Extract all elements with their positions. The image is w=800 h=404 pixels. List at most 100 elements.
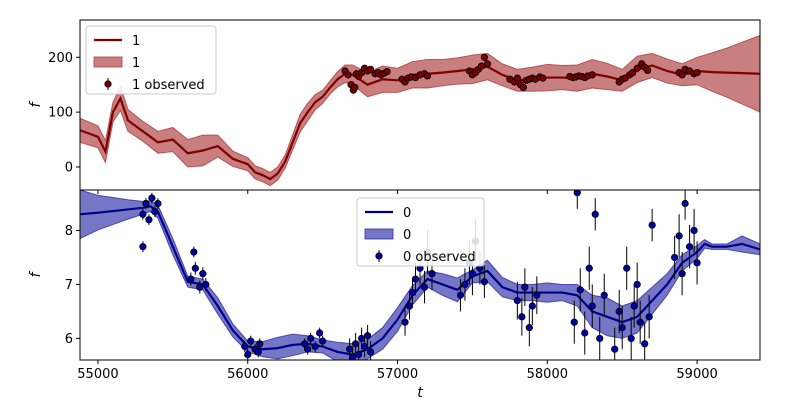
x-tick-label: 58000 [527, 367, 568, 382]
observed-point [366, 348, 375, 356]
legend-marker-swatch [375, 252, 383, 260]
observed-point [675, 232, 683, 240]
observed-point [645, 313, 653, 321]
observed-point [600, 291, 608, 299]
observed-point [596, 334, 604, 343]
observed-point [615, 307, 623, 316]
legend-band-swatch [93, 56, 123, 68]
observed-point [528, 302, 536, 310]
observed-point [686, 243, 694, 251]
legend: 1 1 1 observed [85, 25, 217, 95]
observed-point [254, 348, 262, 356]
observed-point [346, 345, 354, 353]
observed-point [244, 351, 252, 359]
observed-point [585, 264, 593, 272]
y-axis-label: f [28, 270, 44, 277]
observed-point [191, 264, 199, 272]
y-tick-label: 0 [65, 160, 73, 175]
observed-point [363, 332, 372, 340]
observed-point [633, 64, 641, 72]
legend-label: 1 [132, 34, 140, 49]
observed-point [307, 334, 315, 343]
observed-point [256, 340, 264, 348]
observed-point [357, 334, 366, 343]
observed-point [570, 318, 578, 326]
x-tick-label: 59000 [676, 367, 717, 382]
observed-point [351, 83, 359, 92]
x-tick-label: 56000 [227, 367, 268, 382]
observed-point [591, 210, 599, 218]
observed-point [618, 324, 626, 332]
observed-point [411, 275, 420, 283]
y-tick-label: 8 [65, 224, 73, 239]
legend-label: 0 [403, 206, 411, 221]
y-axis-label: f [28, 100, 44, 107]
observed-point [671, 253, 679, 262]
series-line [80, 205, 760, 356]
observed-point [623, 264, 631, 272]
observed-point [202, 280, 210, 289]
observed-point [408, 288, 417, 297]
observed-point [196, 283, 204, 291]
observed-point [588, 302, 596, 310]
observed-point [483, 60, 492, 68]
observed-point [401, 318, 409, 326]
legend-box [85, 25, 217, 95]
observed-point [693, 259, 701, 267]
observed-point [521, 283, 529, 291]
legend: 0 0 0 observed [356, 197, 485, 267]
observed-point [630, 302, 638, 310]
observed-point [456, 291, 465, 299]
legend-marker-swatch [104, 80, 112, 88]
observed-point [519, 83, 527, 92]
observed-point [151, 207, 159, 216]
observed-point [383, 67, 391, 76]
observed-point [513, 297, 521, 305]
observed-point [241, 342, 249, 351]
observed-point [678, 71, 686, 79]
observed-point [611, 345, 619, 353]
y-tick-label: 200 [48, 51, 73, 66]
observed-point [573, 190, 581, 197]
observed-point [420, 283, 429, 291]
observed-point [581, 329, 589, 337]
observed-point [513, 74, 521, 82]
observed-point [681, 199, 689, 208]
observed-point [461, 280, 469, 289]
observed-point [360, 342, 369, 351]
observed-point [142, 199, 150, 208]
observed-point [344, 71, 352, 79]
plot-area-0 [80, 34, 760, 187]
observed-point [139, 210, 147, 218]
x-tick-label: 57000 [377, 367, 418, 382]
observed-point [316, 329, 324, 337]
observed-point [636, 318, 644, 326]
observed-point [145, 216, 153, 224]
observed-point [351, 340, 360, 348]
y-tick-label: 7 [65, 278, 73, 293]
legend-label: 0 [403, 228, 411, 243]
observed-point [480, 53, 489, 61]
observed-point [477, 62, 486, 70]
observed-point [641, 340, 649, 348]
observed-point [627, 334, 635, 343]
observed-point [304, 345, 312, 353]
observed-point [190, 248, 198, 256]
observed-point [319, 337, 327, 345]
observed-point [690, 226, 698, 235]
legend-label: 0 observed [403, 250, 476, 265]
x-axis-label: t [417, 385, 423, 400]
observed-point [518, 313, 526, 321]
observed-point [139, 243, 147, 251]
observed-point [366, 65, 375, 73]
observed-point [311, 342, 319, 351]
legend-label: 1 [132, 56, 140, 71]
observed-point [480, 278, 489, 286]
observed-point [199, 270, 207, 278]
observed-point [576, 286, 584, 294]
y-tick-label: 6 [65, 332, 73, 347]
observed-point [533, 291, 541, 299]
observed-point [405, 302, 414, 310]
